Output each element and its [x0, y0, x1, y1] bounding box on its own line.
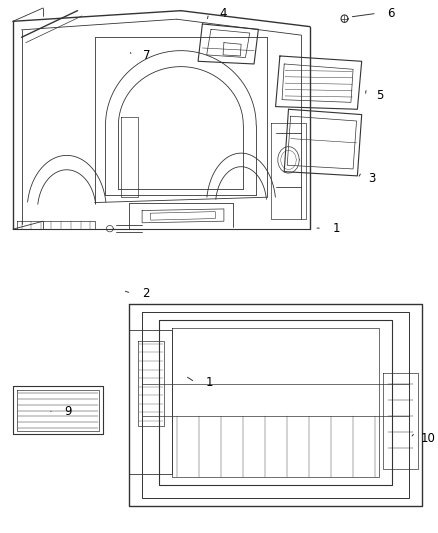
Text: 4: 4	[219, 7, 227, 20]
Text: 1: 1	[206, 376, 213, 389]
Text: 2: 2	[142, 287, 150, 300]
Text: 10: 10	[421, 432, 436, 445]
Text: 9: 9	[64, 405, 72, 418]
Text: 6: 6	[388, 7, 395, 20]
Text: 7: 7	[143, 50, 151, 62]
Text: 5: 5	[376, 90, 383, 102]
Text: 3: 3	[369, 172, 376, 185]
Text: 1: 1	[333, 222, 340, 235]
